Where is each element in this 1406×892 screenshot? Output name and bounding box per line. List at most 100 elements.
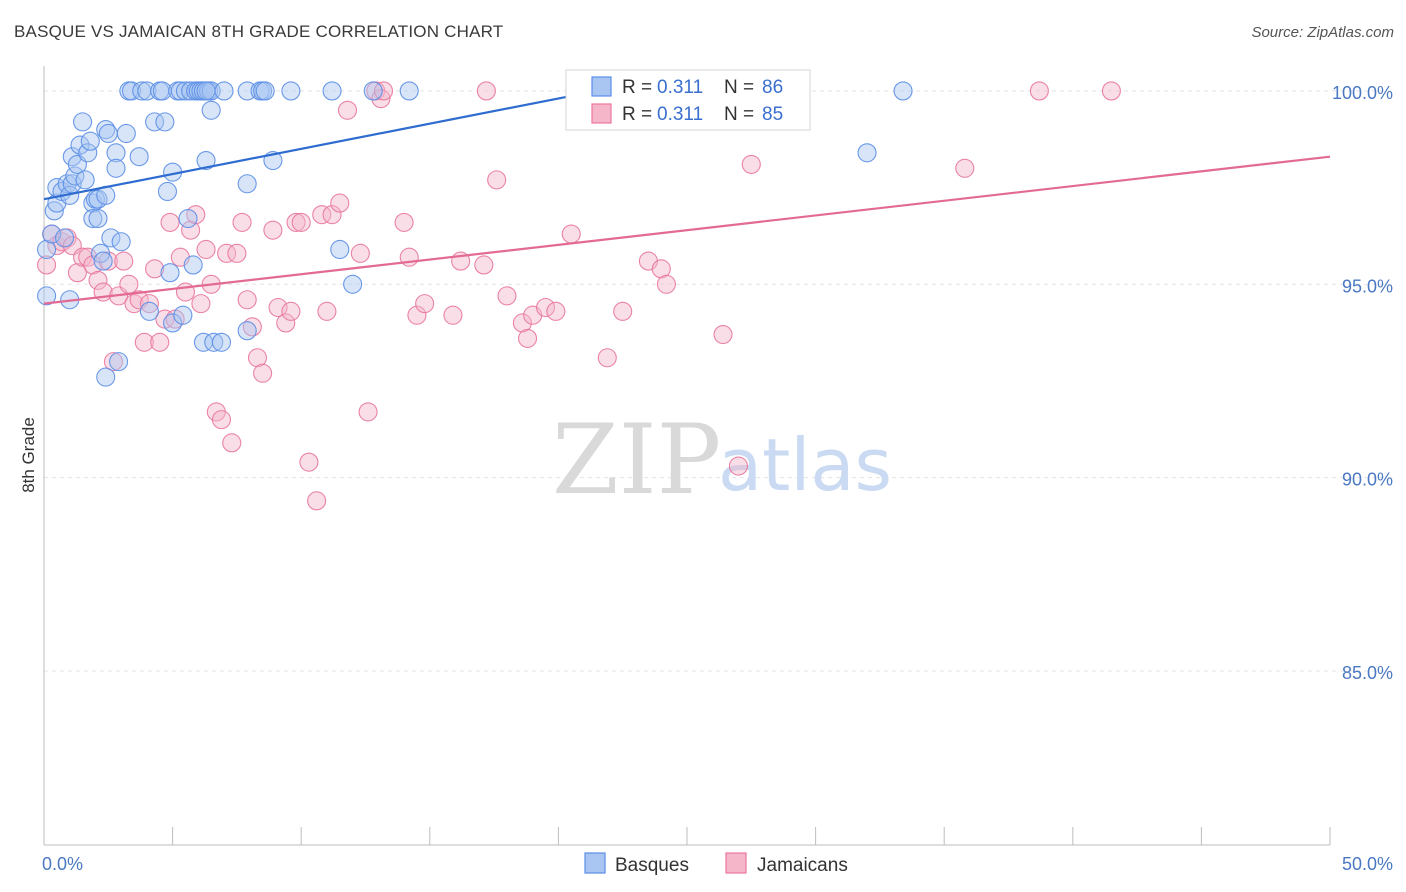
basques-point-56 — [183, 255, 203, 275]
basques-point-71 — [237, 321, 257, 341]
chart-source: Source: ZipAtlas.com — [1251, 24, 1394, 41]
jamaicans-point-47 — [286, 212, 306, 232]
legend-swatch-jamaicans — [591, 103, 612, 124]
jamaicans-point-76 — [613, 301, 633, 321]
basques-point-0 — [37, 286, 57, 306]
jamaicans-point-42 — [253, 363, 273, 383]
jamaicans-point-58 — [371, 89, 391, 109]
jamaicans-point-45 — [276, 313, 296, 333]
jamaicans-point-61 — [407, 305, 427, 325]
basques-point-36 — [121, 81, 141, 101]
legend-n-label-jamaicans: N = — [724, 104, 754, 125]
jamaicans-point-31 — [196, 239, 216, 260]
jamaicans-point-30 — [191, 294, 211, 314]
bottom-legend-label-jamaicans: Jamaicans — [757, 855, 848, 876]
basques-point-31 — [106, 158, 126, 178]
jamaicans-point-81 — [728, 456, 748, 476]
jamaicans-point-54 — [330, 193, 350, 213]
y-tick-label-0: 100.0% — [1332, 83, 1393, 103]
jamaicans-point-65 — [474, 255, 494, 275]
jamaicans-point-34 — [211, 410, 232, 430]
basques-point-81 — [343, 274, 363, 294]
basques-point-41 — [145, 112, 165, 132]
basques-point-14 — [70, 135, 90, 155]
basques-point-60 — [196, 150, 216, 171]
series-jamaicans-points — [37, 81, 1121, 511]
bottom-legend-swatch-jamaicans — [725, 852, 747, 874]
basques-point-86 — [893, 81, 913, 101]
basques-point-79 — [322, 81, 342, 101]
basques-point-20 — [83, 208, 103, 229]
jamaicans-point-80 — [713, 325, 733, 345]
basques-point-17 — [78, 143, 98, 163]
legend-r-label-basques: R = — [622, 77, 652, 98]
jamaicans-point-17 — [124, 294, 144, 314]
jamaicans-point-0 — [37, 255, 57, 275]
legend-n-value-jamaicans: 85 — [762, 104, 783, 125]
jamaicans-point-37 — [227, 243, 247, 263]
jamaicans-point-56 — [358, 402, 378, 422]
jamaicans-point-49 — [299, 452, 319, 472]
y-tick-label-2: 90.0% — [1342, 470, 1393, 490]
basques-point-53 — [178, 208, 198, 229]
chart-title: BASQUE VS JAMAICAN 8TH GRADE CORRELATION… — [14, 22, 504, 41]
basques-point-23 — [88, 208, 108, 229]
jamaicans-point-40 — [242, 317, 262, 337]
jamaicans-point-43 — [263, 220, 283, 240]
jamaicans-point-69 — [517, 328, 538, 348]
jamaicans-point-48 — [291, 212, 311, 232]
jamaicans-point-28 — [181, 220, 201, 240]
jamaicans-point-22 — [150, 332, 170, 352]
basques-point-24 — [91, 243, 111, 263]
basques-point-51 — [173, 305, 193, 325]
x-tick-labels: 0.0% 50.0% — [42, 854, 1393, 874]
trend-lines — [43, 89, 1331, 305]
basques-point-40 — [139, 301, 160, 321]
jamaicans-point-68 — [512, 313, 532, 333]
jamaicans-point-44 — [268, 297, 288, 318]
jamaicans-point-20 — [139, 294, 160, 314]
stats-legend: R = 0.311 N = 86 R = 0.311 N = 85 — [565, 69, 811, 131]
y-tick-labels: 100.0% 95.0% 90.0% 85.0% — [1332, 83, 1393, 683]
basques-point-44 — [155, 112, 175, 132]
basques-point-70 — [237, 174, 257, 194]
basques-point-76 — [281, 81, 301, 101]
basques-point-18 — [80, 131, 100, 151]
basques-point-29 — [101, 228, 121, 248]
jamaicans-point-87 — [476, 81, 496, 101]
basques-point-30 — [106, 143, 126, 163]
jamaicans-point-6 — [67, 263, 87, 283]
basques-point-68 — [214, 81, 234, 101]
basques-point-46 — [160, 263, 180, 283]
basques-point-34 — [116, 123, 136, 144]
legend-n-value-basques: 86 — [762, 77, 783, 98]
jamaicans-point-10 — [88, 270, 108, 290]
basques-point-33 — [111, 232, 131, 252]
jamaicans-point-38 — [232, 212, 252, 232]
jamaicans-point-62 — [415, 294, 435, 314]
watermark-zip: ZIP — [552, 404, 721, 516]
jamaicans-point-67 — [497, 286, 517, 306]
legend-n-label-basques: N = — [724, 77, 754, 98]
basques-point-3 — [44, 201, 64, 221]
trend-line-basques — [43, 89, 598, 201]
jamaicans-point-35 — [217, 243, 237, 263]
basques-point-32 — [109, 352, 129, 372]
jamaicans-point-72 — [546, 301, 566, 321]
jamaicans-point-88 — [1029, 81, 1049, 101]
legend-swatch-basques — [591, 76, 612, 97]
jamaicans-point-39 — [237, 290, 257, 310]
jamaicans-point-63 — [443, 305, 463, 325]
jamaicans-point-78 — [651, 259, 671, 279]
jamaicans-point-82 — [741, 154, 761, 174]
jamaicans-point-41 — [247, 348, 268, 368]
legend-r-value-basques: 0.311 — [657, 77, 703, 98]
legend-r-label-jamaicans: R = — [622, 104, 652, 125]
jamaicans-point-84 — [955, 158, 975, 178]
jamaicans-point-46 — [281, 301, 301, 321]
basques-point-7 — [55, 228, 75, 248]
y-tick-label-3: 85.0% — [1342, 663, 1393, 683]
y-axis-label: 8th Grade — [19, 417, 38, 493]
jamaicans-point-51 — [312, 205, 332, 225]
